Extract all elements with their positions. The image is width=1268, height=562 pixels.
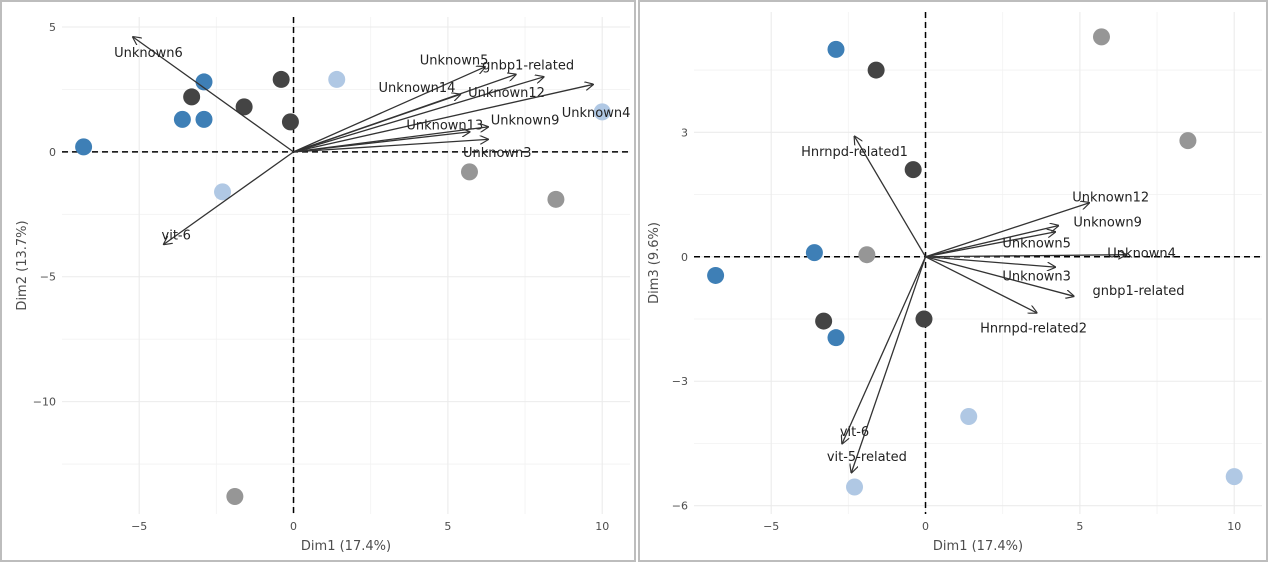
y-tick-label: −6 <box>672 500 688 513</box>
x-tick-label: 10 <box>1227 520 1241 533</box>
loading-label: Unknown3 <box>1002 269 1071 284</box>
data-point <box>1092 28 1110 46</box>
data-point <box>960 408 978 426</box>
loading-arrow <box>855 136 927 258</box>
loading-arrow <box>293 94 461 153</box>
data-point <box>183 88 201 106</box>
loading-label: Unknown12 <box>1072 191 1149 206</box>
loading-label: Unknown4 <box>562 106 631 121</box>
data-point <box>858 246 876 264</box>
loading-label: Hnrnpd-related2 <box>980 321 1087 336</box>
y-tick-label: −10 <box>33 396 56 409</box>
data-point <box>226 488 244 506</box>
data-point <box>195 73 213 91</box>
x-tick-label: 0 <box>922 520 929 533</box>
loading-arrow <box>293 77 544 153</box>
loading-label: Unknown5 <box>420 53 489 68</box>
loading-arrow <box>133 37 294 153</box>
data-point <box>328 70 346 88</box>
y-axis-label: Dim3 (9.6%) <box>647 222 662 304</box>
y-tick-label: −3 <box>672 375 688 388</box>
data-point <box>846 478 864 496</box>
data-point <box>173 110 191 128</box>
data-point <box>827 329 845 347</box>
loading-label: gnbp1-related <box>1093 284 1185 299</box>
panel-dim1-dim2: −5 0 5 10 −10 −5 0 5 Dim1 (17.4%) Dim2 (13.7%) Unk… <box>0 0 636 562</box>
data-point <box>235 98 253 116</box>
data-point <box>827 40 845 58</box>
data-point <box>281 113 299 131</box>
loading-arrow <box>293 84 593 153</box>
data-point <box>272 70 290 88</box>
x-tick-label: 5 <box>1076 520 1083 533</box>
loading-label: Unknown4 <box>1107 247 1176 262</box>
loading-arrow <box>925 203 1090 258</box>
data-point <box>1179 132 1197 150</box>
loading-arrow <box>842 256 927 444</box>
loading-label: Unknown6 <box>114 46 183 61</box>
y-tick-label: 3 <box>681 126 688 139</box>
data-point <box>915 310 933 328</box>
x-axis-label: Dim1 (17.4%) <box>933 539 1023 554</box>
y-tick-label: 5 <box>49 21 56 34</box>
biplot-dim1-dim2: −5 0 5 10 −10 −5 0 5 Dim1 (17.4%) Dim2 (13.7%) Unk… <box>15 17 631 554</box>
loading-label: vit-5-related <box>827 450 907 465</box>
data-point <box>867 61 885 79</box>
data-point <box>214 183 232 201</box>
y-tick-label: 0 <box>49 146 56 159</box>
loading-arrow <box>925 226 1059 258</box>
loading-label: Hnrnpd-related1 <box>801 145 908 160</box>
data-point <box>547 190 565 208</box>
loading-arrow <box>925 256 1037 313</box>
grid <box>694 12 1262 514</box>
x-tick-label: 0 <box>290 520 297 533</box>
data-point <box>460 163 478 181</box>
data-point <box>815 312 833 330</box>
loading-label: gnbp1-related <box>482 58 574 73</box>
loading-label: Unknown13 <box>406 118 483 133</box>
x-axis-label: Dim1 (17.4%) <box>301 539 391 554</box>
x-tick-label: −5 <box>763 520 779 533</box>
loading-label: Unknown14 <box>379 81 456 96</box>
biplot-dim1-dim3: −5 0 5 10 −6 −3 0 3 Dim1 (17.4%) Dim3 (9.6%) Hnrnp… <box>647 12 1262 554</box>
y-tick-label: −5 <box>40 271 56 284</box>
loading-arrow <box>925 232 1056 258</box>
loading-label: Unknown12 <box>468 86 545 101</box>
panel-dim1-dim3: −5 0 5 10 −6 −3 0 3 Dim1 (17.4%) Dim3 (9.6%) Hnrnp… <box>638 0 1268 562</box>
x-tick-label: 10 <box>595 520 609 533</box>
loading-label: Unknown5 <box>1002 236 1071 251</box>
y-axis-label: Dim2 (13.7%) <box>15 220 30 310</box>
loading-arrow <box>293 127 488 153</box>
data-point <box>904 161 922 179</box>
loading-arrow <box>925 256 1056 267</box>
data-point <box>707 266 725 284</box>
loading-label: Unknown3 <box>463 146 532 161</box>
data-point <box>75 138 93 156</box>
data-point <box>1225 468 1243 486</box>
data-point <box>593 103 611 121</box>
x-tick-label: 5 <box>444 520 451 533</box>
y-tick-label: 0 <box>681 251 688 264</box>
data-point <box>195 110 213 128</box>
loading-arrow <box>925 256 1074 296</box>
loading-label: vit-6 <box>840 425 869 440</box>
loading-arrow <box>164 151 294 244</box>
loading-label: vit-6 <box>162 228 191 243</box>
loading-arrow <box>293 67 485 153</box>
data-point <box>805 244 823 262</box>
loading-arrow <box>925 255 1127 257</box>
loading-label: Unknown9 <box>1073 216 1142 231</box>
loading-label: Unknown9 <box>491 113 560 128</box>
x-tick-label: −5 <box>131 520 147 533</box>
loading-arrow <box>851 256 927 473</box>
loading-arrow <box>293 139 488 153</box>
